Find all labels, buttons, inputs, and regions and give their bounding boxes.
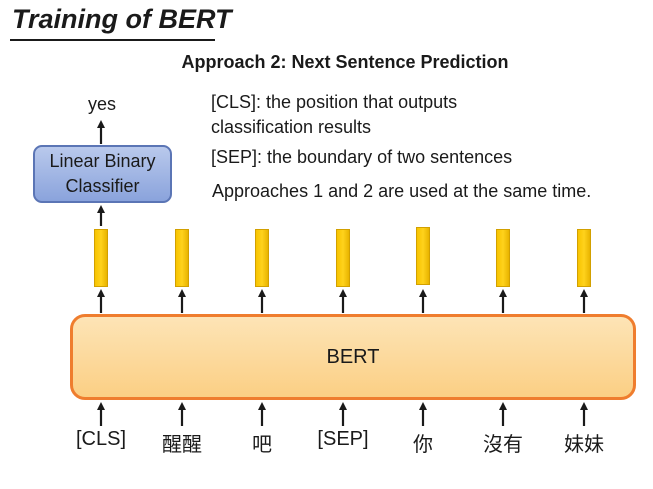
note-cls-line1: [CLS]: the position that outputs <box>211 92 458 112</box>
classifier-label-line1: Linear Binary <box>49 151 156 171</box>
title-underline <box>10 39 215 41</box>
note-cls-line2: classification results <box>211 117 372 137</box>
bert-model-box: BERT <box>70 314 636 400</box>
output-vector-6 <box>496 229 510 287</box>
input-token-4: 你 <box>413 434 433 456</box>
input-token-1: 醒醒 <box>162 434 202 456</box>
input-token-3: [SEP] <box>317 428 369 450</box>
output-vector-2 <box>175 229 189 287</box>
classifier-label: Linear Binary Classifier <box>38 149 168 199</box>
input-token-0: [CLS] <box>75 428 127 450</box>
note-sep: [SEP]: the boundary of two sentences <box>211 147 513 167</box>
input-token-5: 沒有 <box>483 434 523 456</box>
classifier-output-label: yes <box>87 94 116 114</box>
output-vector-sep <box>336 229 350 287</box>
slide-subtitle: Approach 2: Next Sentence Prediction <box>181 52 509 72</box>
linear-binary-classifier: Linear Binary Classifier <box>33 145 172 203</box>
output-vector-7 <box>577 229 591 287</box>
bert-label: BERT <box>326 345 380 368</box>
input-token-6: 妹妹 <box>564 434 604 456</box>
output-vector-cls <box>94 229 108 287</box>
classifier-label-line2: Classifier <box>65 176 140 196</box>
note-approaches: Approaches 1 and 2 are used at the same … <box>212 181 592 201</box>
output-vector-5 <box>416 227 430 285</box>
slide-title: Training of BERT <box>12 4 232 34</box>
input-token-2: 吧 <box>252 434 272 456</box>
output-vector-3 <box>255 229 269 287</box>
